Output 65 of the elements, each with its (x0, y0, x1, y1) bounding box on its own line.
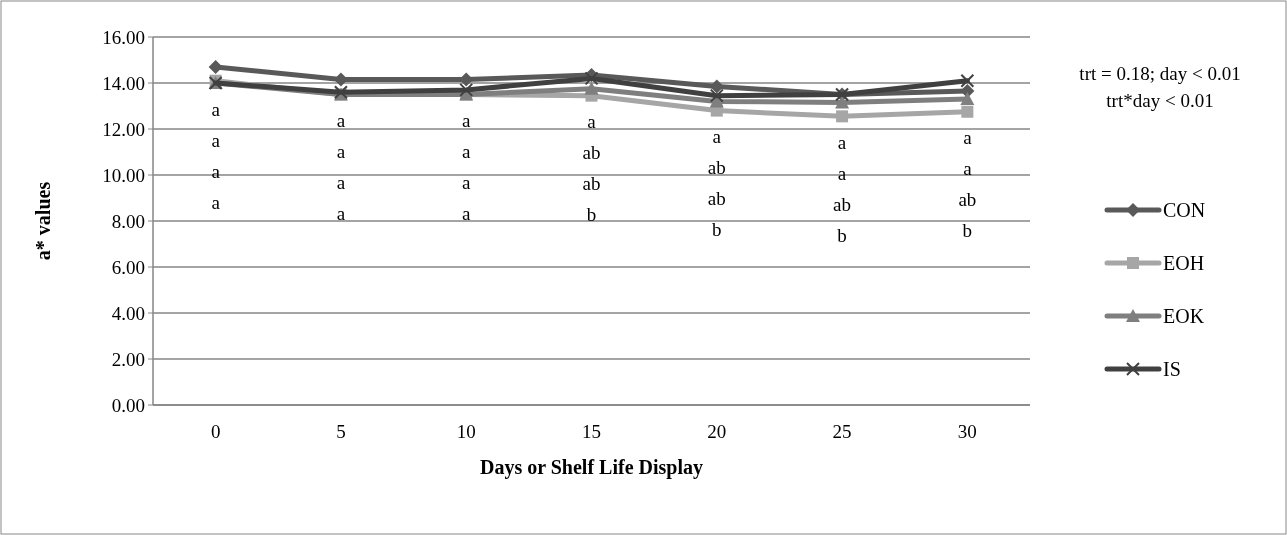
annotation: a (837, 163, 847, 184)
point (960, 73, 975, 88)
x-tick-label: 5 (336, 421, 346, 442)
point (459, 72, 474, 87)
point (584, 71, 599, 86)
annotation: ab (707, 188, 726, 210)
annotation: b (586, 204, 597, 226)
annotation: a (336, 172, 346, 194)
x-tick-label: 0 (210, 421, 221, 442)
y-tick-label: 14.00 (102, 72, 145, 94)
point (333, 72, 348, 87)
annotation: a (462, 172, 471, 194)
annotation: ab (582, 173, 601, 195)
y-tick-label: 8.00 (111, 210, 145, 232)
point (208, 59, 223, 74)
x-tick-label: 10 (456, 421, 476, 442)
annotation: ab (833, 194, 852, 215)
x-tick-label: 30 (957, 421, 977, 442)
annotation: a (336, 110, 346, 132)
annotation: a (211, 191, 221, 213)
annotation: a (336, 141, 346, 163)
point (709, 88, 724, 103)
annotation: a (837, 132, 847, 153)
annotation: b (837, 225, 847, 246)
point (584, 81, 599, 95)
y-tick-label: 10.00 (102, 164, 145, 186)
x-axis-title: Days or Shelf Life Display (480, 456, 703, 479)
point (835, 95, 850, 109)
annotation: a (211, 129, 221, 151)
annotation: a (462, 110, 471, 132)
annotation: a (712, 126, 722, 148)
legend-label: IS (1163, 358, 1181, 380)
point (459, 82, 474, 97)
annotation: b (962, 220, 973, 242)
annotation: a (336, 203, 346, 225)
y-axis-title: a* values (32, 181, 54, 261)
y-tick-label: 6.00 (111, 256, 145, 278)
point (961, 105, 974, 118)
annotation: a (963, 158, 973, 180)
text: trt*day < 0.01 (1106, 90, 1214, 111)
annotation: b (712, 219, 722, 241)
legend-label: EOH (1163, 252, 1205, 274)
legend-label: EOK (1163, 305, 1205, 327)
y-tick-label: 4.00 (111, 302, 145, 324)
y-tick-label: 2.00 (111, 348, 145, 370)
annotation: a (462, 203, 471, 225)
point (709, 79, 724, 94)
point (836, 110, 849, 123)
x-tick-label: 25 (832, 421, 852, 442)
annotation: a (211, 160, 221, 182)
annotation: ab (707, 157, 726, 179)
annotation: a (587, 111, 597, 133)
y-tick-label: 16.00 (102, 26, 145, 48)
x-tick-label: 20 (707, 421, 727, 442)
y-tick-label: 12.00 (102, 118, 145, 140)
point (960, 92, 975, 106)
annotation: ab (958, 189, 977, 211)
x-tick-label: 15 (582, 421, 601, 442)
text: trt = 0.18; day < 0.01 (1079, 63, 1241, 84)
annotation: ab (582, 142, 601, 164)
y-tick-label: 0.00 (111, 394, 145, 416)
legend-label: CON (1163, 199, 1206, 221)
annotation: a (462, 141, 471, 163)
annotation: a (963, 127, 973, 149)
annotation: a (211, 98, 221, 120)
